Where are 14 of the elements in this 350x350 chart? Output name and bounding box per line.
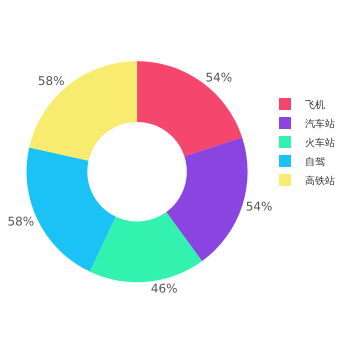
donut-slice: [29, 61, 138, 161]
data-label: 46%: [150, 282, 178, 296]
legend-label: 火车站: [305, 136, 335, 149]
legend-label: 高铁站: [305, 174, 335, 187]
data-label: 58%: [38, 74, 64, 88]
donut-slice: [90, 212, 202, 282]
donut-slice: [166, 138, 248, 262]
legend-label: 飞机: [305, 98, 325, 111]
data-label: 58%: [8, 214, 34, 229]
data-label: 54%: [246, 200, 272, 214]
legend-label: 自驾: [305, 156, 325, 168]
legend-label: 汽车站: [305, 118, 335, 130]
donut-slice: [137, 61, 242, 156]
data-label: 54%: [206, 70, 232, 85]
